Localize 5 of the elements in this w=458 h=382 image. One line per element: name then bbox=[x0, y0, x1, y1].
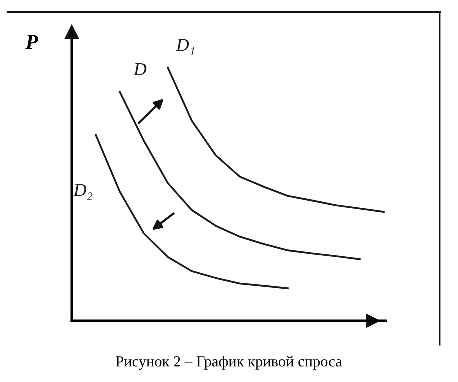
y-axis-title: P bbox=[26, 35, 38, 50]
series-label: D bbox=[134, 64, 147, 76]
series-label: D₂ bbox=[74, 184, 93, 200]
text: Рисунок 2 – График кривой спроса bbox=[116, 356, 342, 370]
series-label: D₁ bbox=[176, 39, 194, 55]
